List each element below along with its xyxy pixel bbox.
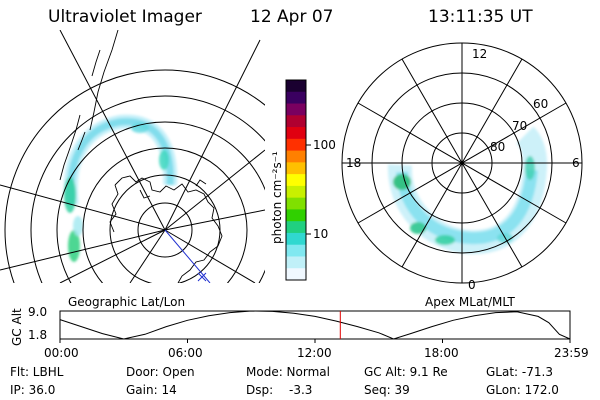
colorbar-swatch (286, 150, 306, 163)
ground-point-icon (197, 272, 207, 282)
colorbar-swatch (286, 232, 306, 246)
mlat-label-60: 60 (533, 97, 549, 111)
xtick-0600: 06:00 (168, 346, 203, 360)
satellite-track (164, 229, 211, 283)
altitude-ylabel: GC Alt (10, 308, 24, 346)
app-title: Ultraviolet Imager (48, 7, 202, 27)
colorbar-swatch (286, 127, 306, 140)
mlt-label-dawn: 6 (572, 156, 580, 170)
altitude-plot (59, 310, 571, 343)
gc-alt-readout: GC Alt: 9.1 Re (364, 365, 448, 379)
geographic-map (0, 30, 265, 283)
colorbar-swatch (286, 221, 306, 234)
mlat-label-70: 70 (512, 119, 528, 133)
mlt-label-dusk: 18 (346, 156, 362, 170)
colorbar-swatch (286, 115, 306, 128)
colorbar-unit-label: photon cm⁻²s⁻¹ (270, 151, 284, 244)
colorbar (285, 79, 311, 281)
mlat-label-80: 80 (490, 140, 506, 154)
colorbar-swatch (286, 268, 306, 281)
apex-panel-label: Apex MLat/MLT (425, 295, 515, 309)
date-label: 12 Apr 07 (250, 7, 334, 27)
x-ticks (59, 339, 571, 343)
colorbar-swatches (286, 80, 306, 281)
time-label: 13:11:35 UT (428, 7, 533, 27)
colorbar-swatch (286, 162, 306, 175)
altitude-ytick-max: 9.0 (28, 305, 48, 319)
mode-readout: Mode: Normal (246, 365, 330, 379)
colorbar-swatch (286, 185, 306, 199)
geo-aurora (63, 114, 178, 262)
xtick-1200: 12:00 (297, 346, 332, 360)
altitude-curve (59, 310, 571, 340)
seq-readout: Seq: 39 (364, 383, 410, 397)
geo-coastlines (59, 30, 223, 283)
colorbar-swatch (286, 80, 306, 93)
apex-map (341, 42, 583, 284)
colorbar-swatch (286, 174, 306, 187)
ip-readout: IP: 36.0 (10, 383, 56, 397)
door-readout: Door: Open (126, 365, 195, 379)
dsp-readout-label: Dsp: (246, 383, 274, 397)
colorbar-swatch (286, 197, 306, 210)
colorbar-swatch (286, 256, 306, 269)
colorbar-tick-100: 100 (313, 138, 336, 152)
xtick-2359: 23:59 (554, 346, 589, 360)
glat-readout: GLat: -71.3 (486, 365, 553, 379)
colorbar-tick-10: 10 (313, 227, 329, 241)
filter-readout: Flt: LBHL (10, 365, 64, 379)
colorbar-swatch (286, 244, 306, 257)
altitude-ytick-min: 1.8 (28, 328, 48, 342)
colorbar-swatch (286, 103, 306, 116)
colorbar-swatch (286, 209, 306, 222)
mlt-label-noon: 12 (472, 47, 488, 61)
mlt-label-midnight: 0 (468, 278, 476, 292)
apex-grid (341, 42, 583, 284)
colorbar-swatch (286, 91, 306, 105)
xtick-1800: 18:00 (424, 346, 459, 360)
xtick-0000: 00:00 (44, 346, 79, 360)
gain-readout: Gain: 14 (126, 383, 177, 397)
colorbar-swatch (286, 138, 306, 152)
glon-readout: GLon: 172.0 (486, 383, 559, 397)
geo-grid (0, 30, 265, 283)
geo-panel-label: Geographic Lat/Lon (68, 295, 186, 309)
dsp-readout-value: -3.3 (289, 383, 313, 397)
